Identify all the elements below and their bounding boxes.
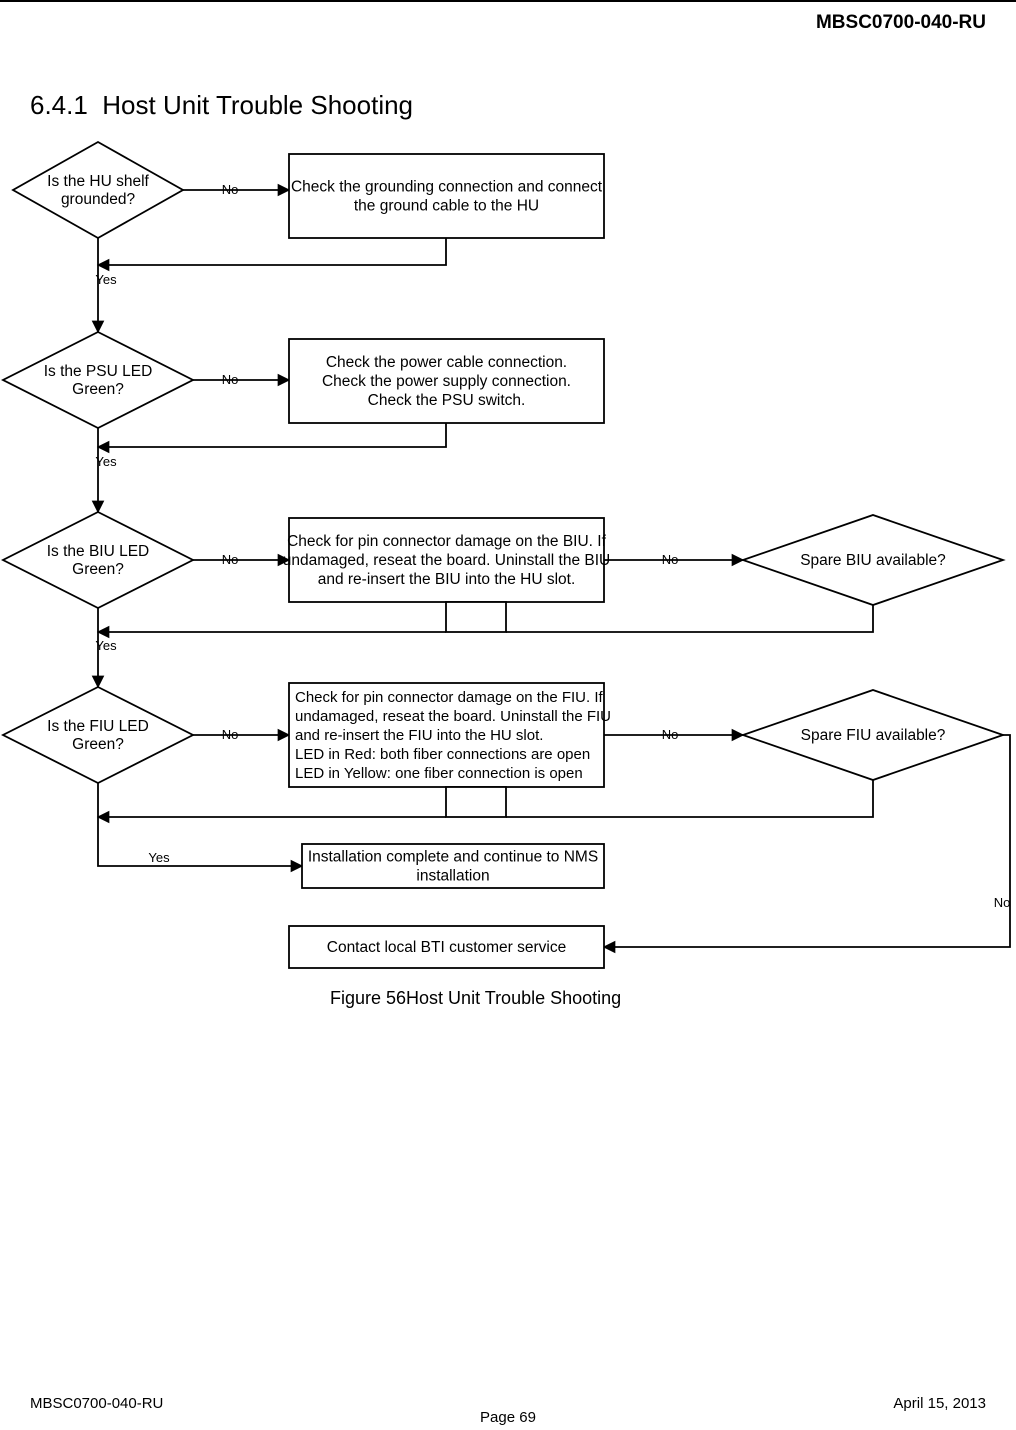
diamond-text: Is the HU shelf bbox=[47, 173, 149, 190]
box-text: LED in Red: both fiber connections are o… bbox=[295, 746, 590, 763]
edge-label: Yes bbox=[95, 638, 117, 653]
box-text: Contact local BTI customer service bbox=[327, 939, 566, 956]
box-text: and re-insert the FIU into the HU slot. bbox=[295, 727, 543, 744]
diamond-text: Green? bbox=[72, 736, 124, 753]
edge-15 bbox=[98, 783, 302, 866]
box-stub3 bbox=[446, 602, 506, 632]
diamond-text: Spare FIU available? bbox=[801, 727, 946, 744]
edge-label: No bbox=[222, 727, 239, 742]
edge-16 bbox=[604, 735, 1010, 947]
box-text: Installation complete and continue to NM… bbox=[308, 848, 598, 865]
box-text: Check for pin connector damage on the BI… bbox=[287, 533, 606, 550]
diamond-d2 bbox=[3, 332, 193, 428]
box-text: undamaged, reseat the board. Uninstall t… bbox=[295, 708, 611, 725]
box-text: Check the grounding connection and conne… bbox=[291, 178, 603, 195]
edge-label: No bbox=[662, 727, 679, 742]
diamond-text: Is the BIU LED bbox=[47, 543, 150, 560]
edge-label: Yes bbox=[148, 850, 170, 865]
edge-label: No bbox=[222, 182, 239, 197]
edge-8 bbox=[506, 605, 873, 632]
diamond-d4 bbox=[3, 687, 193, 783]
box-text: LED in Yellow: one fiber connection is o… bbox=[295, 765, 583, 782]
box-text: Check the PSU switch. bbox=[368, 392, 526, 409]
diamond-text: Spare BIU available? bbox=[800, 552, 946, 569]
edge-label: No bbox=[222, 372, 239, 387]
diamond-d1 bbox=[13, 142, 183, 238]
box-text: Check for pin connector damage on the FI… bbox=[295, 689, 603, 706]
box-text: undamaged, reseat the board. Uninstall t… bbox=[283, 552, 610, 569]
box-text: the ground cable to the HU bbox=[354, 197, 539, 214]
flowchart-svg: No Yes No Yes No No Yes No No Yes No Check the gro… bbox=[0, 2, 1016, 1102]
diamond-text: Green? bbox=[72, 381, 124, 398]
box-stub4 bbox=[446, 787, 506, 817]
edge-label: No bbox=[662, 552, 679, 567]
edge-label: No bbox=[994, 895, 1011, 910]
edge-label: Yes bbox=[95, 272, 117, 287]
footer-center: Page 69 bbox=[0, 1409, 1016, 1426]
figure-caption: Figure 56Host Unit Trouble Shooting bbox=[330, 988, 621, 1009]
diamond-d3 bbox=[3, 512, 193, 608]
box-text: installation bbox=[416, 867, 489, 884]
page: MBSC0700-040-RU 6.4.1 Host Unit Trouble … bbox=[0, 0, 1016, 1430]
diamond-text: Green? bbox=[72, 561, 124, 578]
box-b1 bbox=[289, 154, 604, 238]
box-text: Check the power supply connection. bbox=[322, 373, 571, 390]
diamond-text: Is the FIU LED bbox=[47, 718, 149, 735]
edge-4 bbox=[98, 423, 446, 447]
edge-1 bbox=[98, 238, 446, 265]
diamond-text: grounded? bbox=[61, 191, 136, 208]
edge-label: No bbox=[222, 552, 239, 567]
box-text: Check the power cable connection. bbox=[326, 354, 567, 371]
diamond-text: Is the PSU LED bbox=[44, 363, 153, 380]
box-text: and re-insert the BIU into the HU slot. bbox=[318, 571, 576, 588]
edge-label: Yes bbox=[95, 454, 117, 469]
